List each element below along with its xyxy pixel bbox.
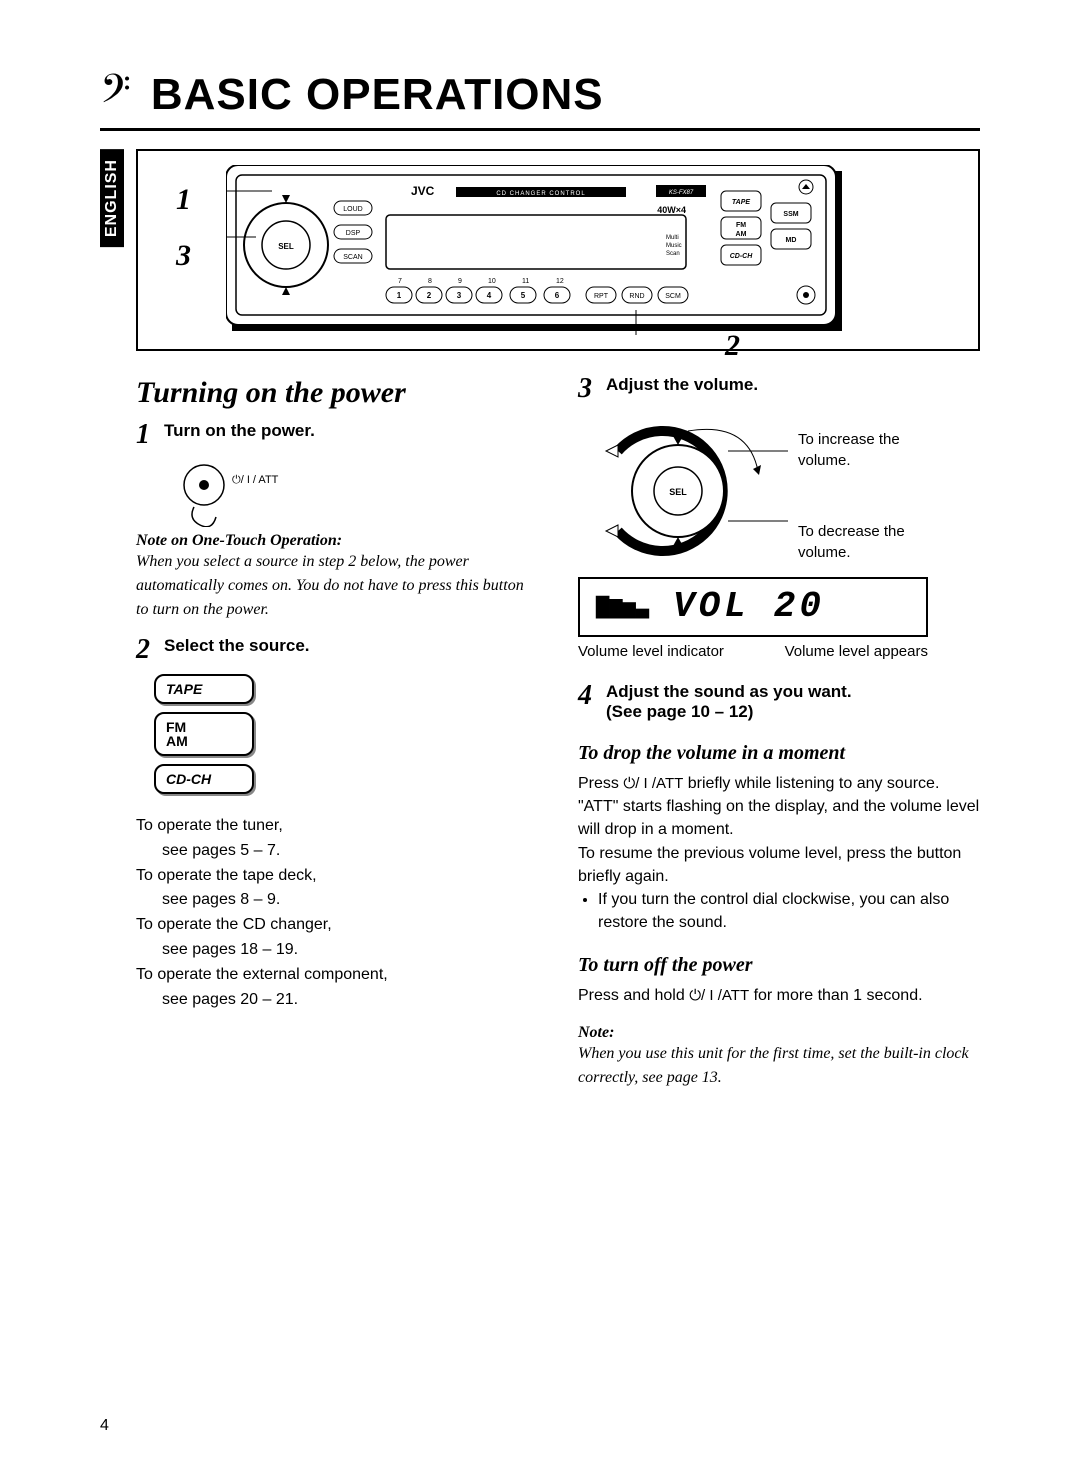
page-title: BASIC OPERATIONS (151, 70, 604, 120)
drop-volume-bullet: If you turn the control dial clockwise, … (598, 888, 980, 934)
drop-volume-p1: Press ⏻/ I /ATT briefly while listening … (578, 772, 980, 842)
svg-text:SCAN: SCAN (343, 254, 362, 261)
svg-text:SEL: SEL (278, 242, 294, 251)
svg-text:SEL: SEL (669, 487, 687, 497)
step-1-note-body: When you select a source in step 2 below… (136, 550, 538, 622)
language-label: ENGLISH (100, 149, 124, 247)
operation-references: To operate the tuner, see pages 5 – 7. T… (136, 814, 538, 1012)
svg-text:5: 5 (521, 291, 526, 300)
volume-increase-label: To increase the volume. (798, 429, 938, 471)
turnoff-a: Press and hold (578, 987, 689, 1004)
device-illustration-frame: 1 3 SEL LOUD DSP (136, 149, 980, 351)
svg-text:40W×4: 40W×4 (657, 205, 686, 215)
svg-text:12: 12 (556, 278, 564, 285)
drop-volume-bullet-list: If you turn the control dial clockwise, … (578, 888, 980, 934)
svg-text:3: 3 (457, 291, 462, 300)
turnoff-b: for more than 1 second. (754, 987, 923, 1004)
step-1-number: 1 (136, 421, 150, 449)
volume-dial-illustration: SEL To increase the volume. To decrease … (578, 411, 928, 571)
svg-text:MD: MD (786, 237, 797, 244)
oper-cd-b: see pages 18 – 19. (136, 938, 538, 963)
svg-text:RND: RND (629, 293, 644, 300)
svg-text:4: 4 (487, 291, 492, 300)
svg-text:Multi: Multi (666, 235, 679, 241)
final-note-heading: Note: (578, 1024, 980, 1042)
car-stereo-illustration: SEL LOUD DSP SCAN JVC CD CHANGER CONTROL… (226, 165, 846, 335)
display-under-left: Volume level indicator (578, 643, 724, 660)
svg-text:6: 6 (555, 291, 560, 300)
drop-p1-a: Press (578, 775, 623, 792)
step-4: 4 Adjust the sound as you want. (See pag… (578, 682, 980, 722)
svg-text:AM: AM (736, 231, 747, 238)
display-vol-text: VOL (673, 589, 750, 625)
step-1-label: Turn on the power. (164, 421, 315, 441)
svg-text:TAPE: TAPE (732, 199, 750, 206)
step-3-number: 3 (578, 375, 592, 403)
drop-volume-p2: To resume the previous volume level, pre… (578, 842, 980, 888)
svg-text:7: 7 (398, 278, 402, 285)
volume-bars-icon: ▇▆▅▃ (596, 594, 649, 620)
svg-text:KS-FX87: KS-FX87 (669, 190, 694, 196)
step-1: 1 Turn on the power. (136, 421, 538, 449)
svg-text:2: 2 (427, 291, 432, 300)
svg-text:10: 10 (488, 278, 496, 285)
svg-text:CD CHANGER CONTROL: CD CHANGER CONTROL (496, 191, 585, 197)
step-2-label: Select the source. (164, 636, 310, 656)
page-header: 𝄢 BASIC OPERATIONS (100, 70, 980, 131)
svg-text:SSM: SSM (783, 211, 798, 218)
svg-text:SCM: SCM (665, 293, 681, 300)
callout-1: 1 (176, 185, 191, 215)
power-att-icon-2: ⏻/ I /ATT (689, 985, 749, 1007)
svg-text:FM: FM (736, 222, 746, 229)
step-2: 2 Select the source. (136, 636, 538, 664)
turnoff-body: Press and hold ⏻/ I /ATT for more than 1… (578, 984, 980, 1007)
oper-tuner-a: To operate the tuner, (136, 814, 538, 839)
turnoff-heading: To turn off the power (578, 952, 980, 978)
step-4-number: 4 (578, 682, 592, 710)
step-3: 3 Adjust the volume. (578, 375, 980, 403)
step-3-label: Adjust the volume. (606, 375, 758, 395)
power-button-illustration: ⏻/ I / ATT (176, 457, 538, 532)
oper-cd-a: To operate the CD changer, (136, 913, 538, 938)
callout-3: 3 (176, 241, 191, 271)
svg-text:CD-CH: CD-CH (730, 253, 753, 260)
source-buttons: TAPE FM AM CD-CH (154, 674, 254, 794)
svg-text:Scan: Scan (666, 251, 680, 257)
oper-tuner-b: see pages 5 – 7. (136, 839, 538, 864)
svg-text:8: 8 (428, 278, 432, 285)
svg-text:DSP: DSP (346, 230, 361, 237)
display-under-right: Volume level appears (785, 643, 928, 660)
step-2-number: 2 (136, 636, 150, 664)
svg-text:JVC: JVC (411, 184, 435, 198)
svg-text:LOUD: LOUD (343, 206, 362, 213)
page-number: 4 (100, 1417, 109, 1435)
svg-text:9: 9 (458, 278, 462, 285)
source-tape-button: TAPE (154, 674, 254, 704)
language-tab: ENGLISH (100, 149, 126, 351)
oper-tape-b: see pages 8 – 9. (136, 888, 538, 913)
step-4-label-a: Adjust the sound as you want. (606, 682, 852, 702)
section-title: Turning on the power (136, 375, 538, 411)
volume-decrease-label: To decrease the volume. (798, 521, 938, 563)
source-cdch-button: CD-CH (154, 764, 254, 794)
svg-text:⏻/ I / ATT: ⏻/ I / ATT (232, 474, 279, 486)
oper-tape-a: To operate the tape deck, (136, 864, 538, 889)
svg-text:1: 1 (397, 291, 402, 300)
callout-2: 2 (725, 331, 740, 361)
drop-volume-heading: To drop the volume in a moment (578, 740, 980, 766)
svg-text:11: 11 (522, 278, 529, 285)
step-1-note-heading: Note on One-Touch Operation: (136, 532, 538, 550)
oper-ext-a: To operate the external component, (136, 963, 538, 988)
source-fmam-button: FM AM (154, 712, 254, 756)
display-vol-value: 20 (774, 589, 825, 625)
oper-ext-b: see pages 20 – 21. (136, 988, 538, 1013)
svg-text:Music: Music (666, 243, 682, 249)
step-4-label-b: (See page 10 – 12) (606, 702, 852, 722)
volume-display: ▇▆▅▃ VOL 20 (578, 577, 928, 637)
power-att-icon: ⏻/ I /ATT (623, 773, 683, 795)
svg-text:RPT: RPT (594, 293, 609, 300)
final-note-body: When you use this unit for the first tim… (578, 1042, 980, 1090)
music-note-icon: 𝄢 (100, 71, 131, 119)
